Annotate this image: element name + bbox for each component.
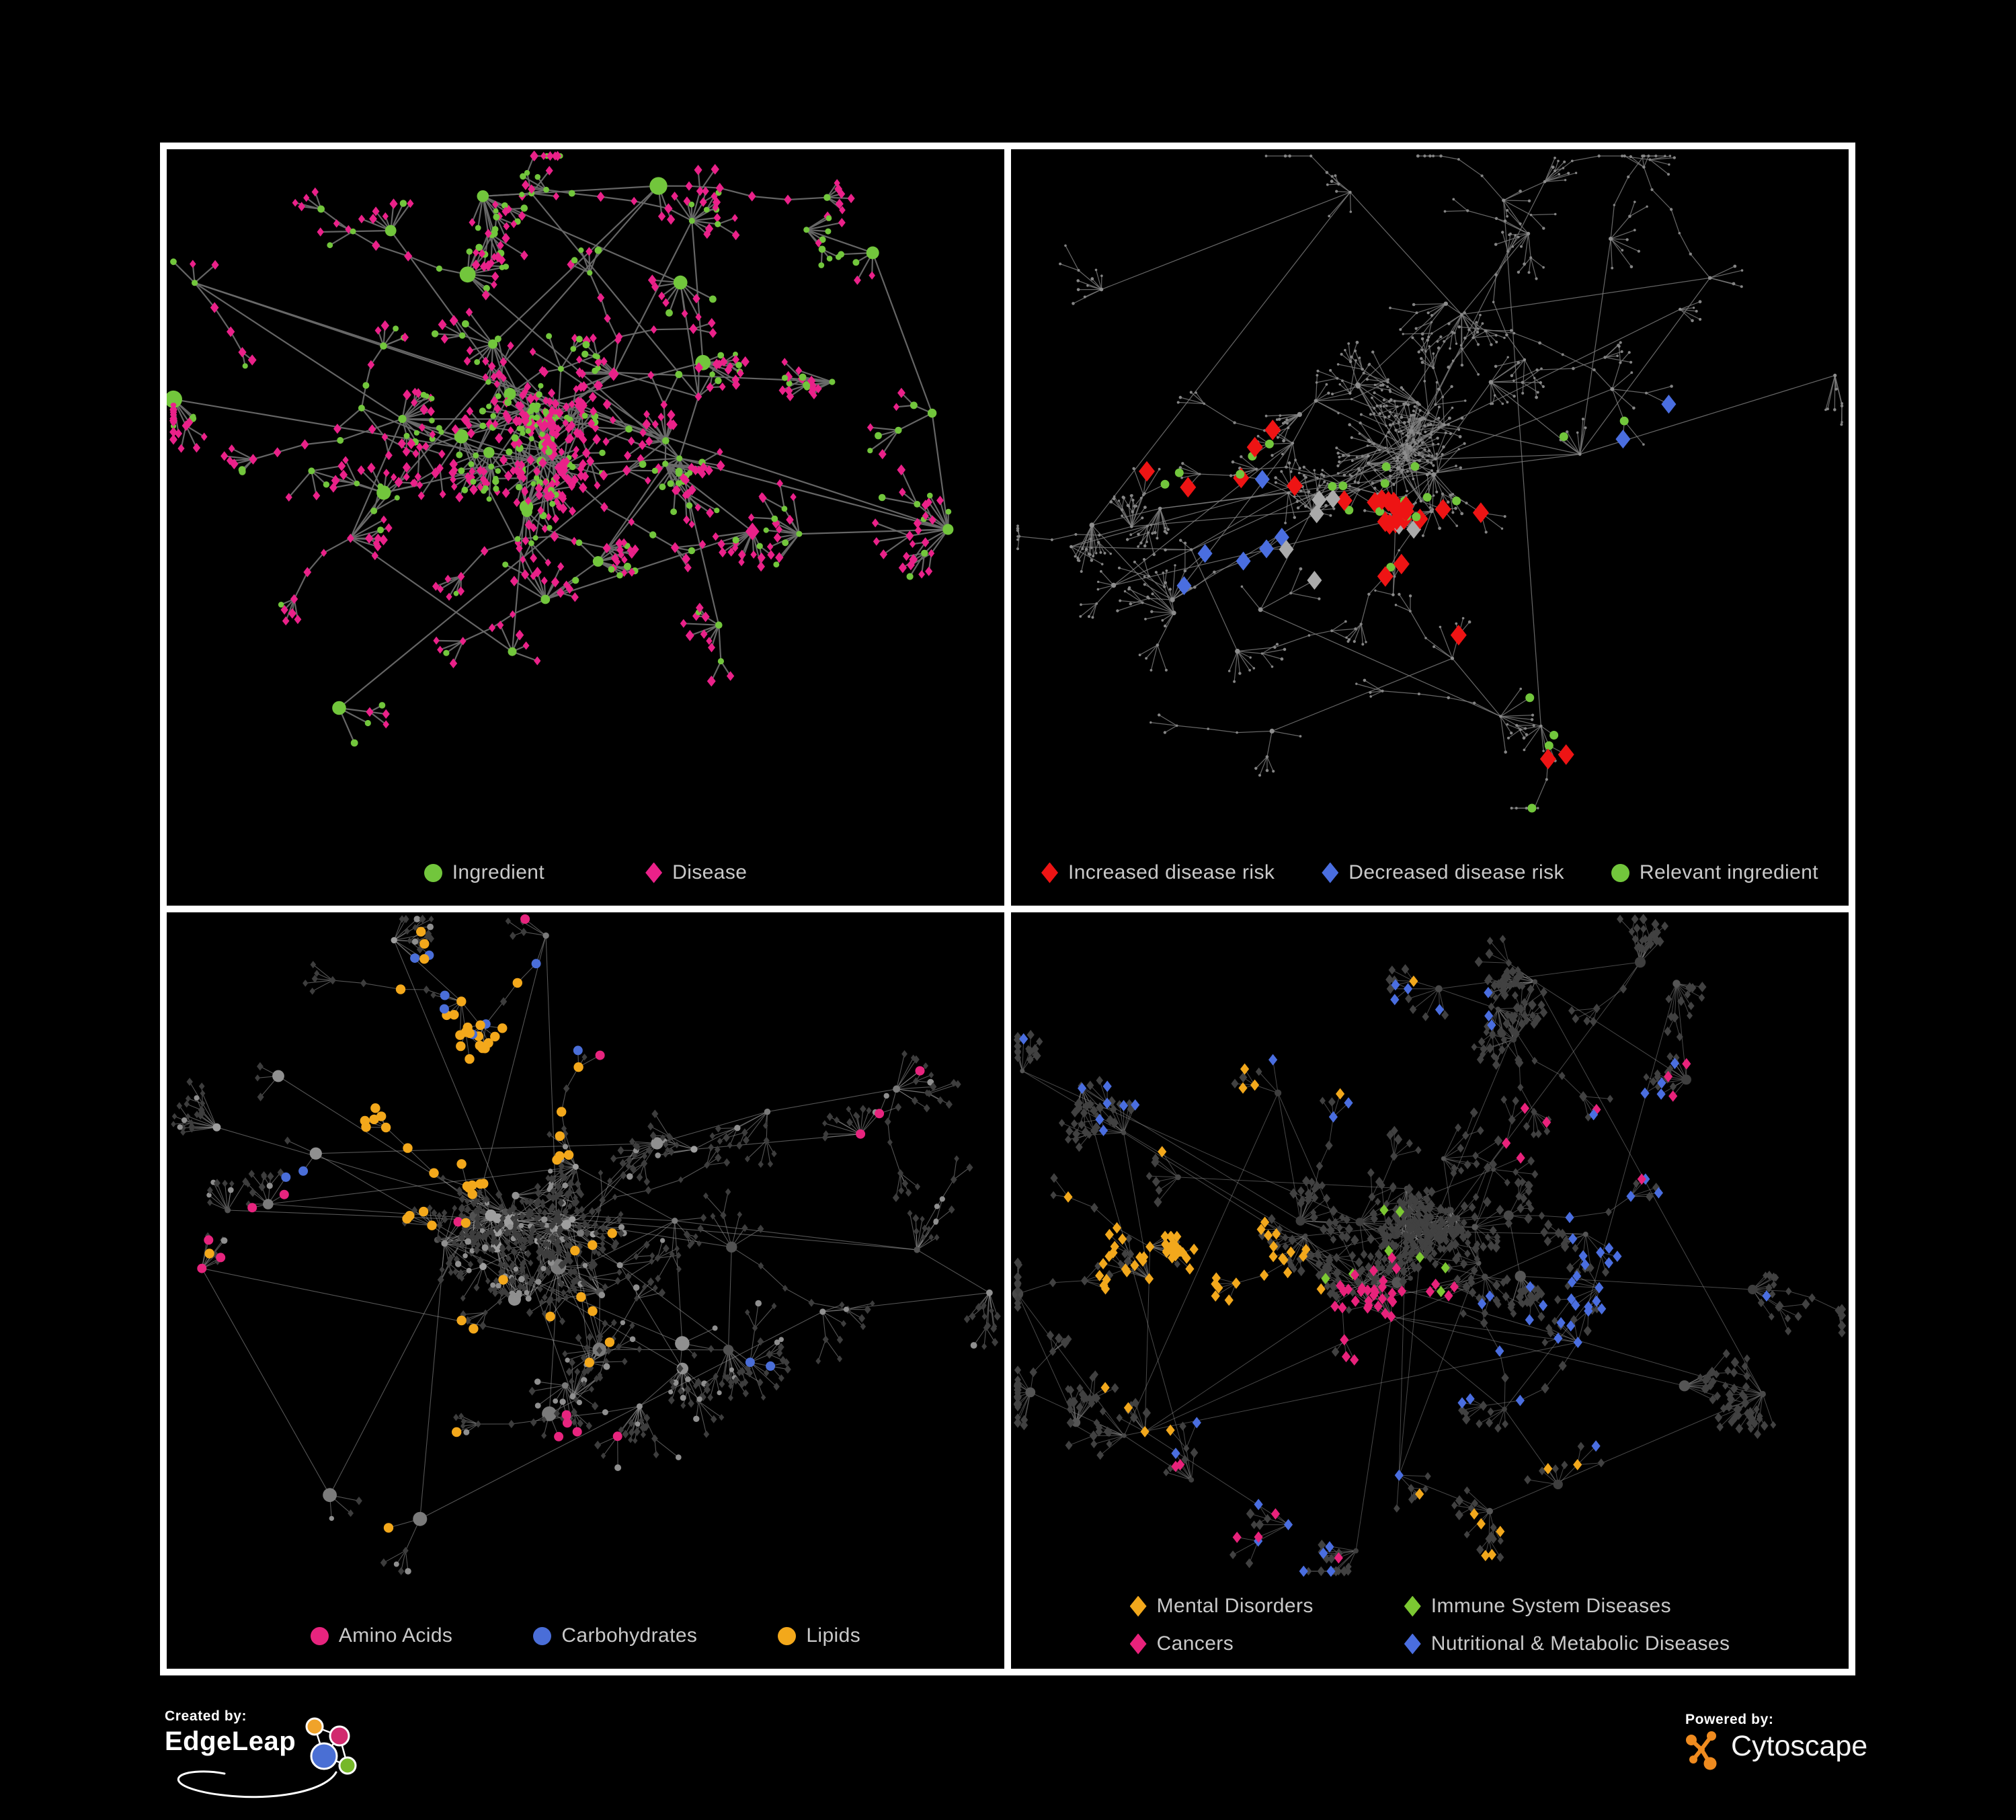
legend-label: Disease <box>672 861 748 883</box>
disease-category-network-graph <box>1012 914 1847 1577</box>
legend-label: Decreased disease risk <box>1348 861 1564 883</box>
ingredient-circle-icon <box>424 863 442 882</box>
legend-item-disease: Disease <box>645 861 747 884</box>
increased-disease-risk-diamond-icon <box>1041 862 1058 883</box>
created-by-credit: Created by: EdgeLeap <box>165 1708 371 1798</box>
relevant-ingredient-circle-icon <box>1611 863 1629 882</box>
cytoscape-logo-text: Cytoscape <box>1731 1730 1868 1762</box>
created-by-label: Created by: <box>165 1708 247 1724</box>
panel-disease-categories: Mental Disorders Immune System Diseases Ca… <box>1011 912 1849 1669</box>
cytoscape-logo-icon <box>1686 1731 1717 1770</box>
panel-nutrient-categories: Amino Acids Carbohydrates Lipids <box>167 912 1004 1669</box>
legend-ingredient-disease: Ingredient Disease <box>167 861 1004 884</box>
legend-item-nutritional-metabolic-diseases: Nutritional & Metabolic Diseases <box>1404 1632 1730 1655</box>
legend-item-relevant-ingredient: Relevant ingredient <box>1611 861 1818 884</box>
legend-disease-categories: Mental Disorders Immune System Diseases Ca… <box>1011 1595 1849 1655</box>
immune-system-diseases-diamond-icon <box>1404 1595 1421 1617</box>
legend-item-immune-system-diseases: Immune System Diseases <box>1404 1595 1730 1618</box>
ingredient-disease-network-graph <box>167 151 954 747</box>
legend-item-carbohydrates: Carbohydrates <box>533 1624 697 1647</box>
panel-grid: Ingredient Disease Increased disease risk… <box>160 143 1855 1675</box>
panel-ingredient-disease: Ingredient Disease <box>167 149 1004 906</box>
legend-disease-risk: Increased disease risk Decreased disease … <box>1011 861 1849 884</box>
carbohydrates-circle-icon <box>533 1626 552 1645</box>
mental-disorders-diamond-icon <box>1129 1595 1147 1617</box>
legend-nutrient-categories: Amino Acids Carbohydrates Lipids <box>167 1624 1004 1647</box>
legend-item-mental-disorders: Mental Disorders <box>1129 1595 1314 1618</box>
legend-label: Carbohydrates <box>561 1624 698 1647</box>
legend-label: Increased disease risk <box>1068 861 1275 883</box>
decreased-disease-risk-diamond-icon <box>1322 862 1339 883</box>
legend-label: Relevant ingredient <box>1639 861 1818 883</box>
legend-item-cancers: Cancers <box>1129 1632 1314 1655</box>
legend-label: Immune System Diseases <box>1430 1595 1671 1617</box>
legend-label: Nutritional & Metabolic Diseases <box>1430 1632 1730 1655</box>
legend-item-ingredient: Ingredient <box>424 861 545 884</box>
legend-label: Ingredient <box>452 861 545 883</box>
powered-by-credit: Powered by: Cytoscape <box>1685 1712 1867 1770</box>
legend-label: Cancers <box>1156 1632 1234 1655</box>
legend-label: Lipids <box>806 1624 861 1647</box>
edgeleap-logo-icon <box>177 1717 357 1798</box>
legend-item-increased-disease-risk: Increased disease risk <box>1041 861 1275 884</box>
legend-label: Amino Acids <box>338 1624 453 1647</box>
disease-diamond-icon <box>645 862 663 883</box>
edgeleap-logo-text: EdgeLeap <box>165 1727 296 1756</box>
panel-disease-risk: Increased disease risk Decreased disease … <box>1011 149 1849 906</box>
lipids-circle-icon <box>778 1626 797 1645</box>
legend-item-decreased-disease-risk: Decreased disease risk <box>1322 861 1564 884</box>
amino-acids-circle-icon <box>310 1626 329 1645</box>
powered-by-label: Powered by: <box>1685 1712 1774 1727</box>
disease-risk-network-graph <box>1016 154 1844 813</box>
nutritional-metabolic-diseases-diamond-icon <box>1404 1633 1421 1655</box>
cancers-diamond-icon <box>1129 1633 1147 1655</box>
legend-item-lipids: Lipids <box>778 1624 860 1647</box>
nutrient-category-network-graph <box>171 914 1001 1575</box>
legend-label: Mental Disorders <box>1156 1595 1314 1617</box>
legend-item-amino-acids: Amino Acids <box>310 1624 453 1647</box>
